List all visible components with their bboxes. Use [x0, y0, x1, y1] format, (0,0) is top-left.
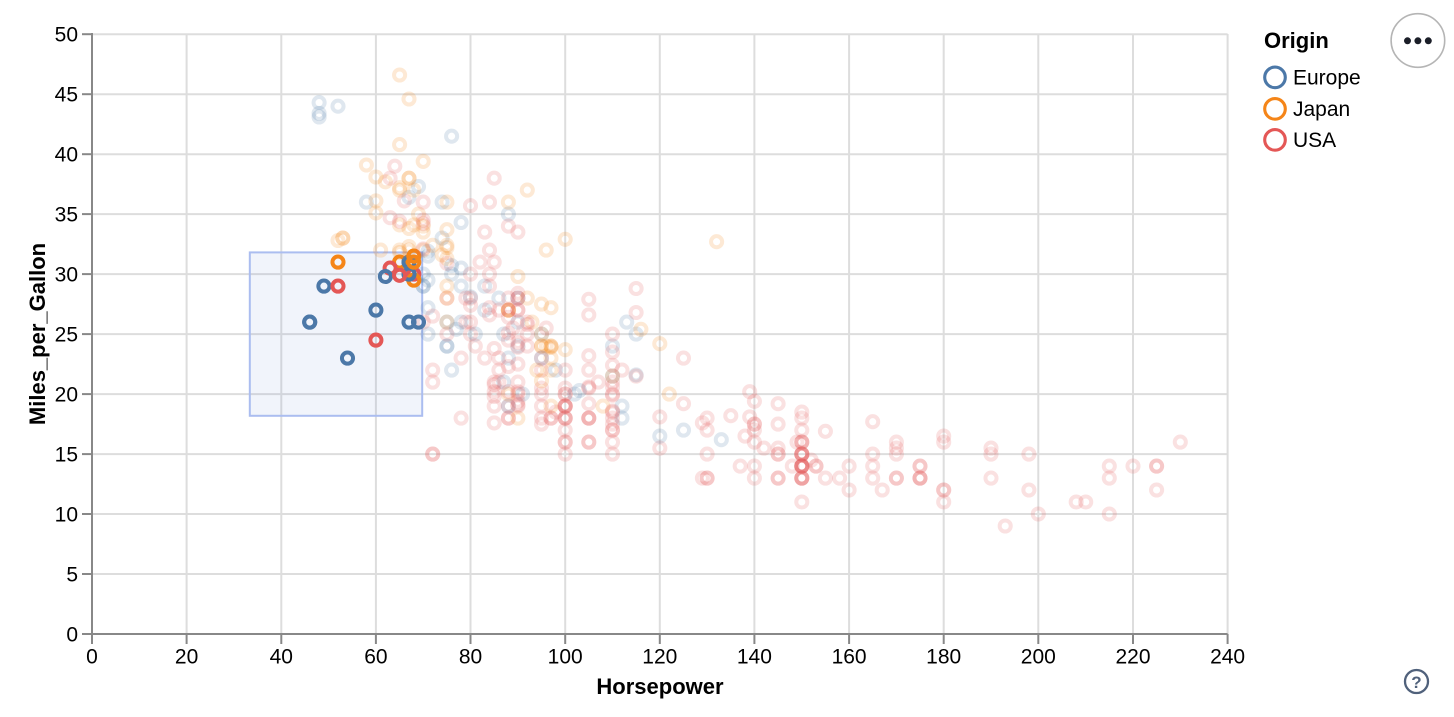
svg-text:Europe: Europe — [1293, 67, 1361, 90]
svg-text:120: 120 — [642, 646, 677, 669]
svg-text:50: 50 — [55, 24, 78, 47]
svg-text:45: 45 — [55, 84, 78, 107]
svg-text:40: 40 — [270, 646, 293, 669]
svg-text:80: 80 — [459, 646, 482, 669]
svg-text:5: 5 — [66, 563, 78, 586]
svg-text:?: ? — [1411, 673, 1421, 692]
svg-text:25: 25 — [55, 323, 78, 346]
svg-text:10: 10 — [55, 503, 78, 526]
svg-text:Horsepower: Horsepower — [596, 674, 724, 699]
svg-text:140: 140 — [737, 646, 772, 669]
svg-text:20: 20 — [55, 383, 78, 406]
svg-text:0: 0 — [66, 623, 78, 646]
svg-text:30: 30 — [55, 263, 78, 286]
svg-text:20: 20 — [175, 646, 198, 669]
svg-text:35: 35 — [55, 203, 78, 226]
svg-text:Origin: Origin — [1264, 28, 1329, 53]
svg-text:100: 100 — [548, 646, 583, 669]
svg-text:200: 200 — [1021, 646, 1056, 669]
svg-text:Miles_per_Gallon: Miles_per_Gallon — [25, 243, 50, 425]
svg-text:USA: USA — [1293, 129, 1336, 152]
svg-text:Japan: Japan — [1293, 98, 1350, 121]
svg-text:220: 220 — [1115, 646, 1150, 669]
svg-text:0: 0 — [86, 646, 98, 669]
svg-text:240: 240 — [1210, 646, 1245, 669]
svg-text:60: 60 — [364, 646, 387, 669]
svg-text:15: 15 — [55, 443, 78, 466]
svg-text:40: 40 — [55, 144, 78, 167]
svg-text:180: 180 — [926, 646, 961, 669]
svg-text:160: 160 — [832, 646, 867, 669]
